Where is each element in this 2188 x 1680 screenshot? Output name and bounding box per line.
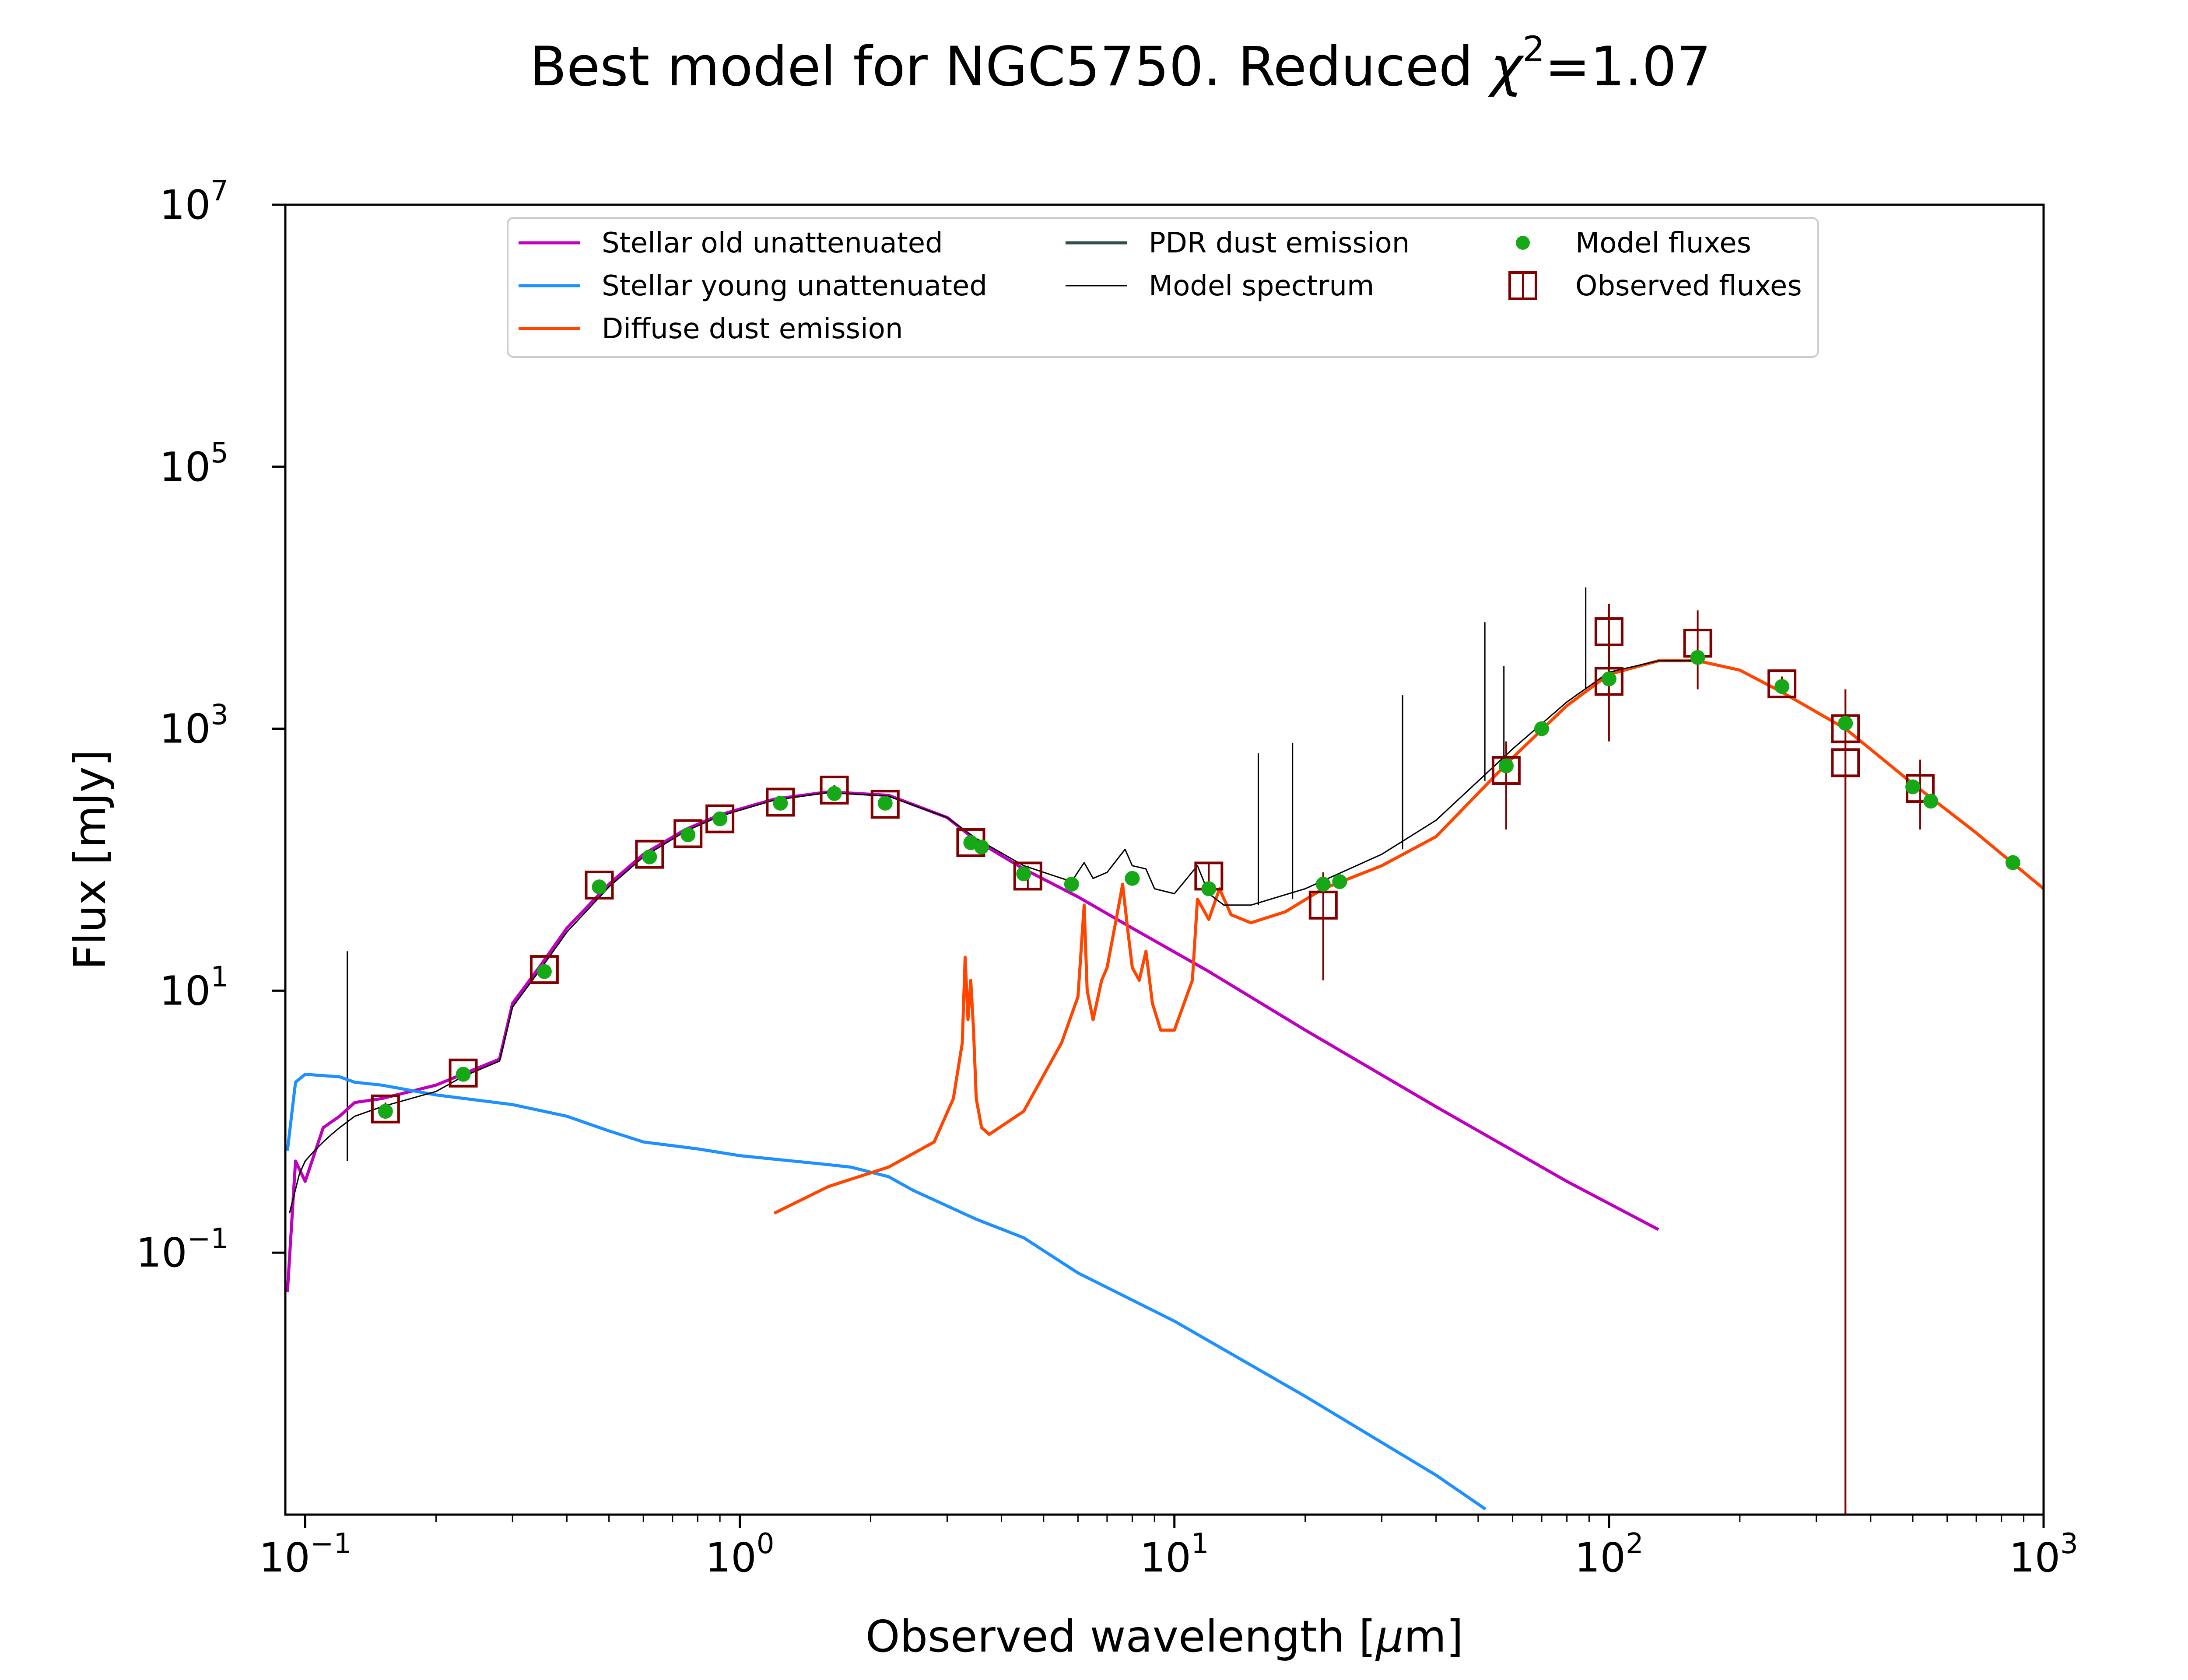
- series-line-3: [289, 660, 1698, 1214]
- observed-flux-14: [1491, 756, 1521, 785]
- legend-label-6: Observed fluxes: [1575, 270, 1802, 302]
- model-flux-12: [1016, 866, 1031, 882]
- observed-flux-11: [1013, 861, 1042, 891]
- y-tick-label-1: 101: [159, 961, 228, 1014]
- model-flux-7: [773, 795, 788, 811]
- legend-item-1: Stellar young unattenuated: [519, 270, 987, 302]
- model-flux-11: [974, 839, 989, 854]
- series-line-1: [286, 1073, 1487, 1511]
- legend-box: [507, 217, 1819, 358]
- x-tick-label-1: 100: [705, 1528, 775, 1581]
- legend-label-2: Diffuse dust emission: [602, 313, 903, 345]
- legend-swatch-5: [1516, 236, 1530, 250]
- observed-flux-3: [585, 871, 614, 900]
- y-tick-label-0: 10−1: [136, 1223, 228, 1276]
- observed-flux-0: [371, 1094, 400, 1124]
- legend-label-0: Stellar old unattenuated: [602, 227, 943, 259]
- model-flux-5: [680, 827, 696, 843]
- series-layer: [286, 587, 2044, 1515]
- observed-flux-2: [529, 955, 559, 984]
- legend-item-3: PDR dust emission: [1066, 227, 1410, 259]
- model-flux-22: [1774, 679, 1790, 694]
- plot-frame: [284, 203, 2045, 1516]
- x-axis-label: Observed wavelength [μm]: [866, 1611, 1463, 1662]
- x-tick-label-2: 101: [1140, 1528, 1209, 1581]
- observed-flux-18: [1767, 669, 1797, 699]
- model-flux-6: [712, 811, 728, 826]
- legend-item-2: Diffuse dust emission: [519, 313, 903, 345]
- plot-area: 10−1 100 101 102 103 10−1 101 103 105 107: [136, 175, 2078, 1581]
- chart-title: Best model for NGC5750. Reduced χ2=1.07: [529, 29, 1711, 98]
- model-flux-26: [2005, 855, 2020, 870]
- model-flux-8: [827, 786, 842, 801]
- model-flux-4: [642, 849, 657, 864]
- model-flux-14: [1125, 871, 1140, 886]
- observed-flux-20: [1831, 748, 1860, 777]
- y-tick-label-4: 107: [159, 175, 228, 228]
- observed-flux-13: [1308, 890, 1338, 920]
- y-axis: 10−1 101 103 105 107: [136, 175, 285, 1276]
- model-flux-3: [592, 879, 607, 895]
- legend: Stellar old unattenuated Stellar young un…: [507, 217, 1819, 358]
- model-flux-0: [378, 1104, 393, 1119]
- model-flux-21: [1690, 650, 1705, 665]
- model-flux-9: [877, 795, 893, 811]
- observed-flux-9: [870, 790, 900, 819]
- legend-label-4: Model spectrum: [1149, 270, 1374, 302]
- model-flux-13: [1064, 877, 1079, 892]
- x-tick-label-0: 10−1: [259, 1528, 351, 1581]
- x-tick-label-3: 102: [1574, 1528, 1644, 1581]
- model-flux-25: [1923, 794, 1939, 809]
- legend-label-3: PDR dust emission: [1149, 227, 1410, 259]
- y-tick-label-2: 103: [159, 699, 228, 752]
- observed-flux-16: [1594, 617, 1623, 646]
- model-flux-19: [1534, 721, 1550, 736]
- observed-flux-4: [635, 840, 664, 869]
- y-axis-label: Flux [mJy]: [64, 749, 116, 970]
- model-flux-20: [1601, 671, 1616, 686]
- observed-flux-6: [705, 804, 735, 833]
- model-flux-17: [1332, 874, 1347, 889]
- observed-flux-8: [820, 775, 849, 805]
- legend-item-5: Model fluxes: [1516, 227, 1751, 259]
- model-flux-16: [1315, 877, 1331, 892]
- observed-flux-7: [766, 788, 795, 817]
- series-line-0: [286, 790, 1659, 1292]
- legend-item-4: Model spectrum: [1066, 270, 1374, 302]
- legend-label-1: Stellar young unattenuated: [602, 270, 987, 302]
- model-flux-1: [456, 1067, 471, 1082]
- model-flux-23: [1838, 716, 1853, 731]
- observed-flux-1: [449, 1058, 478, 1088]
- x-axis: 10−1 100 101 102 103: [259, 1515, 2078, 1581]
- legend-label-5: Model fluxes: [1575, 227, 1751, 259]
- model-flux-15: [1201, 881, 1217, 896]
- y-tick-label-3: 105: [159, 437, 228, 490]
- x-tick-label-4: 103: [2009, 1528, 2078, 1581]
- legend-item-0: Stellar old unattenuated: [519, 227, 943, 259]
- observed-flux-15: [1594, 667, 1623, 696]
- observed-flux-5: [673, 819, 703, 848]
- model-flux-24: [1905, 779, 1921, 794]
- legend-item-6: Observed fluxes: [1508, 270, 1802, 302]
- model-flux-2: [536, 964, 552, 979]
- model-flux-18: [1498, 758, 1514, 774]
